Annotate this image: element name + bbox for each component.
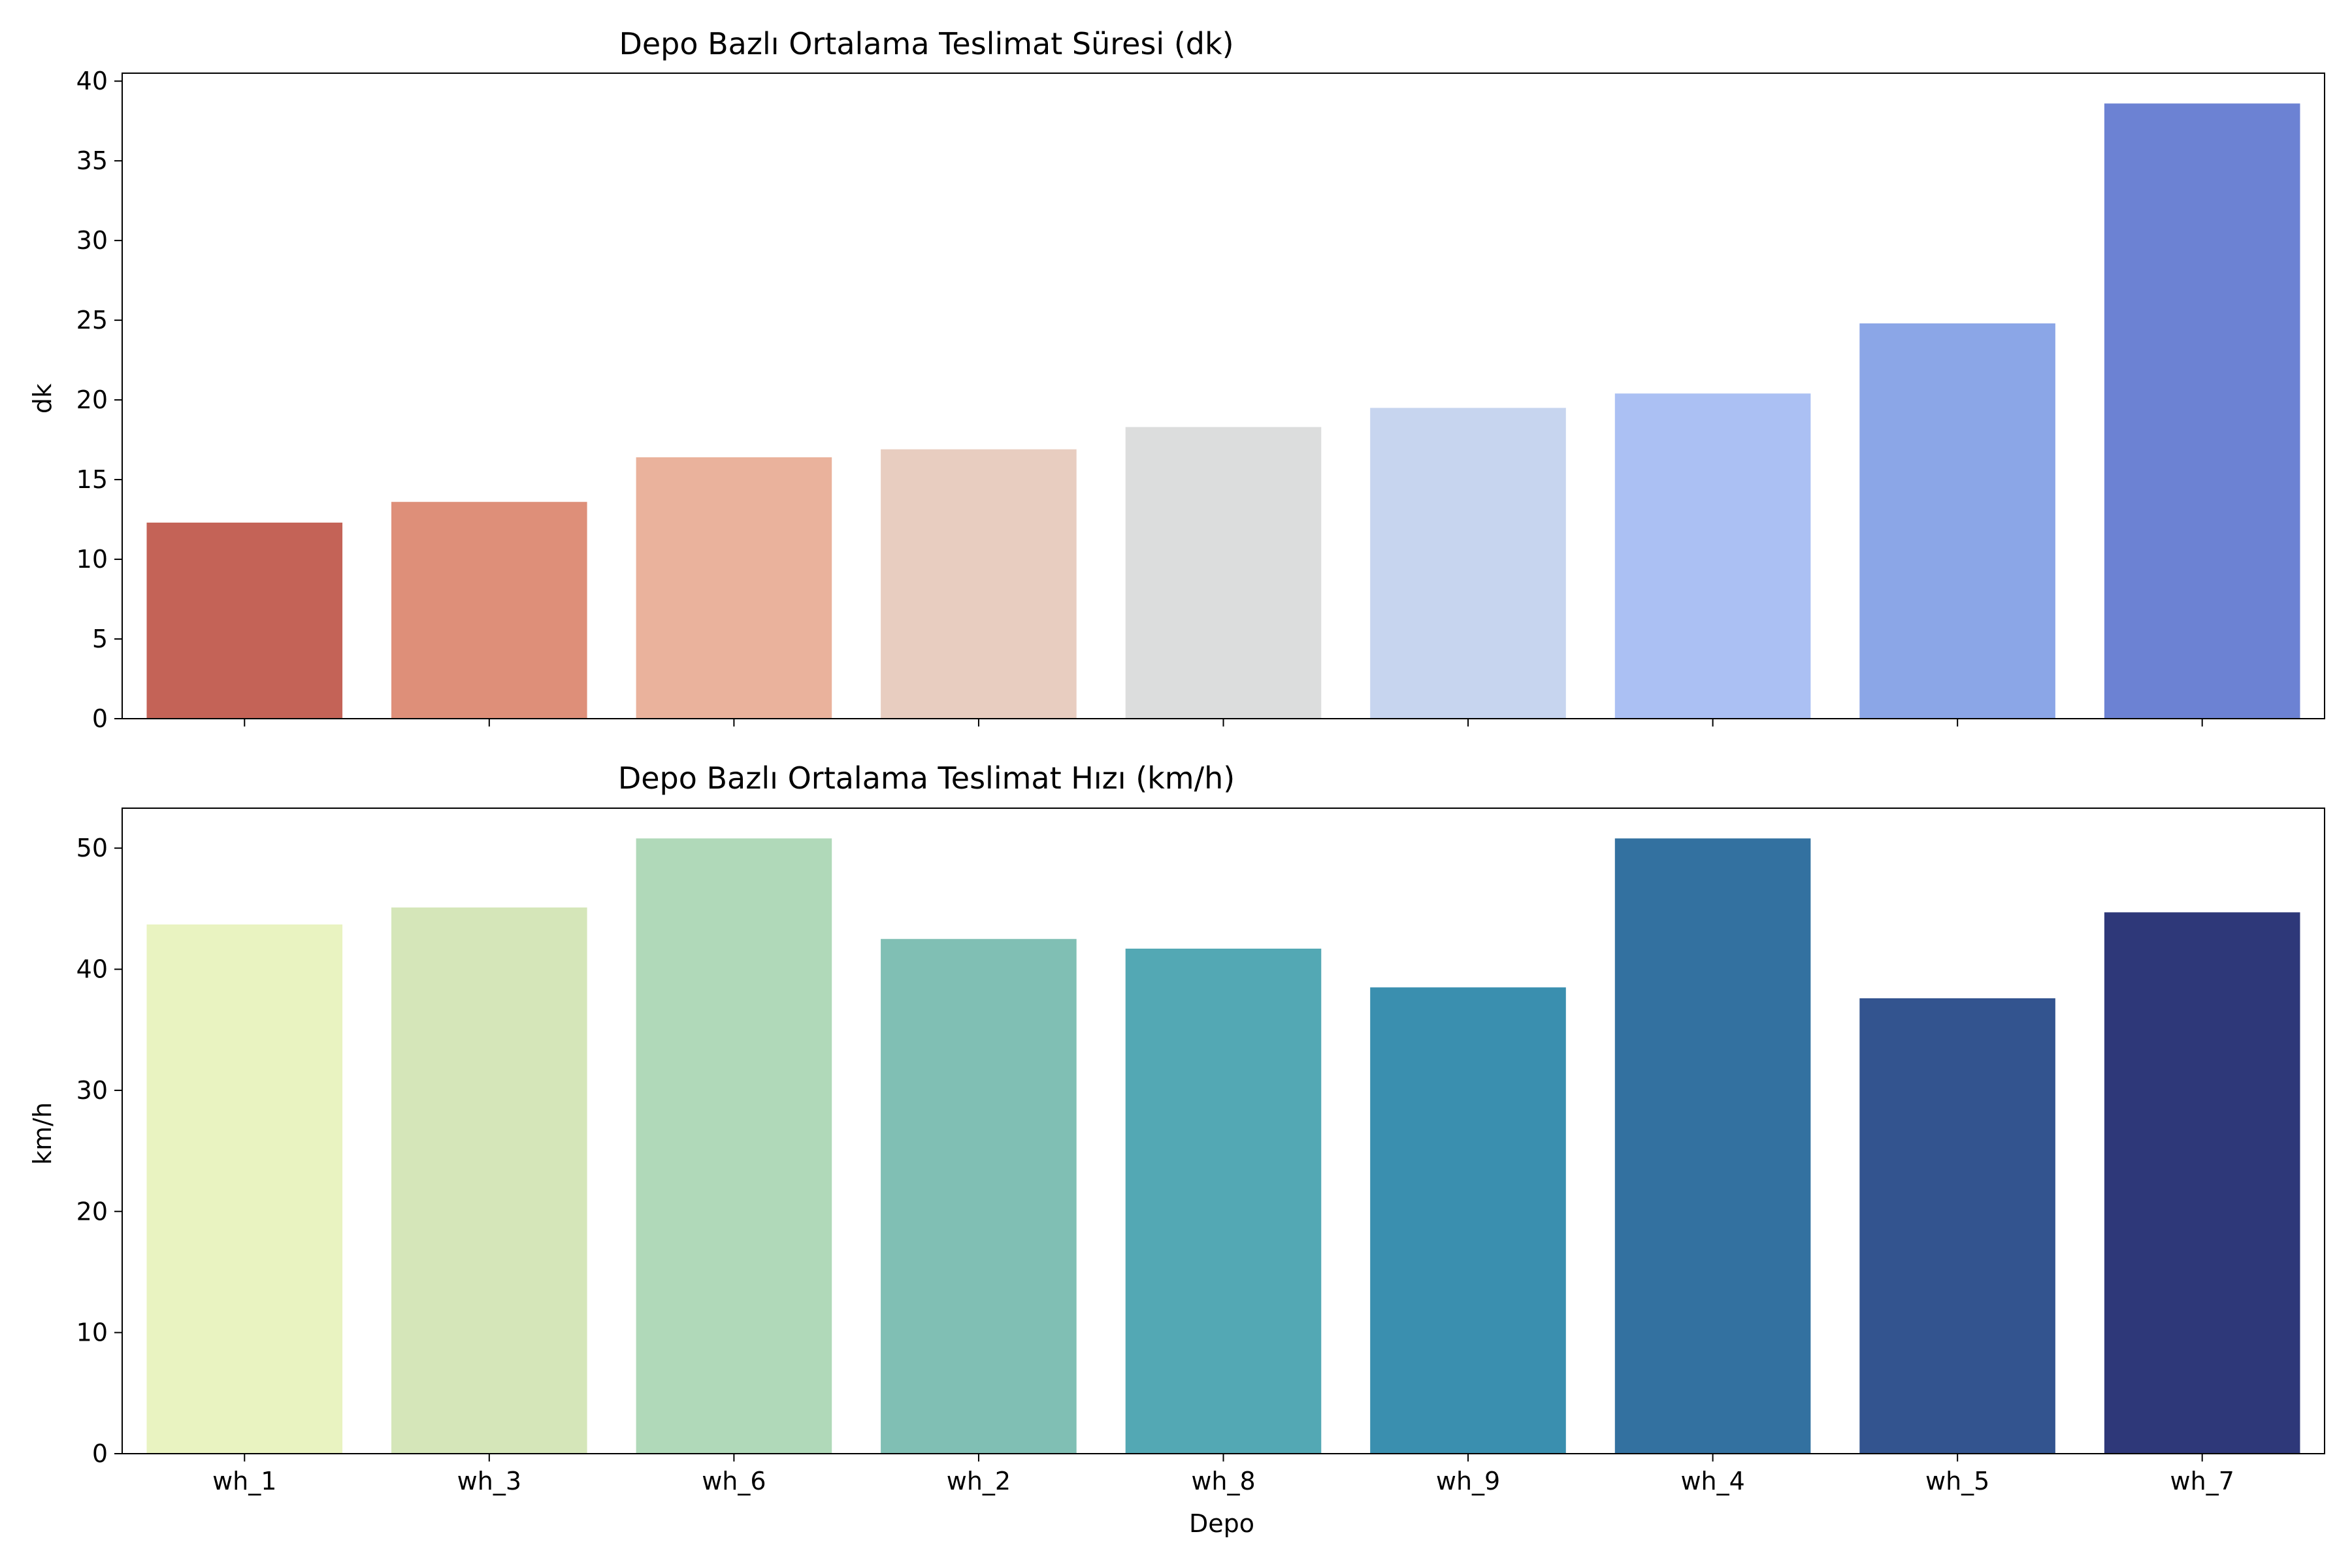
y-tick-label: 40 <box>76 67 108 95</box>
y-tick-label: 0 <box>92 1439 108 1468</box>
chart-delivery-speed: Depo Bazlı Ortalama Teslimat Hızı (km/h)… <box>28 760 2325 1538</box>
bar-wh_7 <box>2104 103 2300 719</box>
axes-frame <box>122 808 2325 1454</box>
y-tick-label: 40 <box>76 955 108 984</box>
bar-wh_1 <box>146 924 343 1454</box>
chart-title: Depo Bazlı Ortalama Teslimat Hızı (km/h) <box>618 760 1235 796</box>
x-tick-label: wh_7 <box>2170 1467 2234 1495</box>
x-tick-label: wh_5 <box>1925 1467 1989 1495</box>
x-tick-label: wh_6 <box>702 1467 766 1495</box>
y-tick-label: 25 <box>76 306 108 335</box>
plot-area: 0 5 10 15 20 25 30 35 40 <box>76 67 2325 733</box>
y-tick-label: 10 <box>76 545 108 574</box>
bar-wh_1 <box>146 522 343 719</box>
x-axis-label: Depo <box>1189 1509 1254 1538</box>
chart-title: Depo Bazlı Ortalama Teslimat Süresi (dk) <box>619 26 1233 61</box>
bar-wh_4 <box>1614 393 1811 719</box>
bar-wh_8 <box>1125 427 1322 719</box>
y-tick-label: 20 <box>76 385 108 414</box>
bar-wh_6 <box>636 838 832 1454</box>
x-tick-label: wh_9 <box>1436 1467 1500 1495</box>
y-tick-label: 30 <box>76 1076 108 1105</box>
x-tick-label: wh_8 <box>1191 1467 1255 1495</box>
x-tick-label: wh_2 <box>947 1467 1011 1495</box>
bar-wh_8 <box>1125 949 1322 1454</box>
y-tick-label: 35 <box>76 146 108 175</box>
y-tick-label: 20 <box>76 1197 108 1226</box>
y-tick-label: 10 <box>76 1318 108 1347</box>
x-tick-label: wh_3 <box>457 1467 521 1495</box>
bar-wh_9 <box>1370 408 1566 719</box>
bar-wh_4 <box>1614 838 1811 1454</box>
y-tick-label: 0 <box>92 704 108 733</box>
x-tick-label: wh_4 <box>1680 1467 1744 1495</box>
bar-wh_2 <box>881 449 1077 719</box>
bar-wh_6 <box>636 457 832 719</box>
bar-wh_5 <box>1859 998 2055 1454</box>
bar-wh_2 <box>881 939 1077 1454</box>
y-axis-label: dk <box>28 384 57 414</box>
bar-wh_3 <box>391 907 587 1454</box>
y-tick-label: 50 <box>76 834 108 862</box>
bar-wh_3 <box>391 502 587 719</box>
bar-wh_9 <box>1370 987 1566 1454</box>
bar-wh_7 <box>2104 912 2300 1454</box>
y-tick-label: 5 <box>92 625 108 653</box>
chart-delivery-time: Depo Bazlı Ortalama Teslimat Süresi (dk)… <box>28 26 2325 733</box>
axes-frame <box>122 73 2325 719</box>
plot-area: 0 10 20 30 40 50 wh_1 wh_3 wh_6 wh_2 wh_8 wh_9 wh_4 w… <box>76 808 2325 1495</box>
y-axis-label: km/h <box>28 1102 57 1165</box>
x-tick-label: wh_1 <box>212 1467 276 1495</box>
bar-wh_5 <box>1859 323 2055 719</box>
y-tick-label: 30 <box>76 226 108 255</box>
y-tick-label: 15 <box>76 465 108 494</box>
